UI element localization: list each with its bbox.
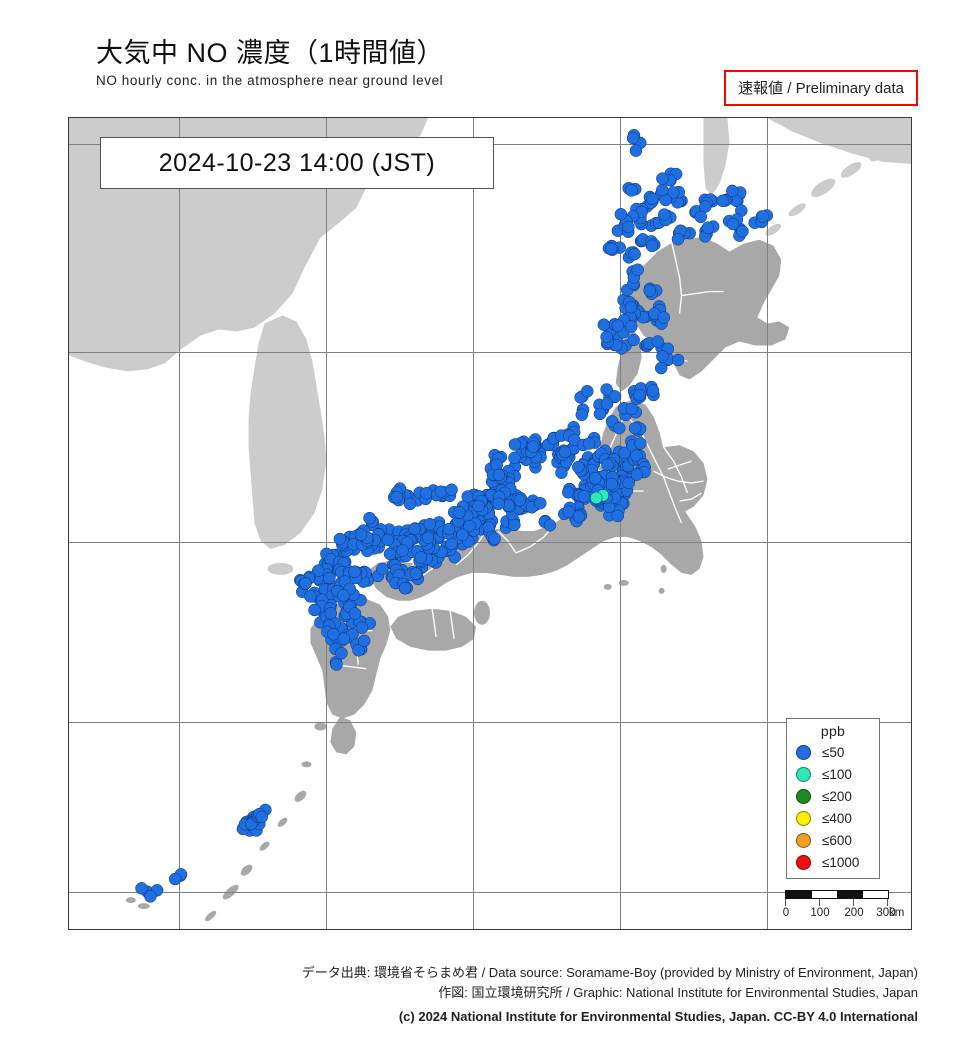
scale-label: 300 (876, 907, 896, 919)
timestamp-box: 2024-10-23 14:00 (JST) (100, 137, 494, 189)
gridline-145E (767, 118, 768, 929)
legend-color-swatch-icon (796, 766, 811, 782)
scale-bar-ticks (785, 899, 889, 906)
preliminary-data-badge: 速報値 / Preliminary data (724, 70, 918, 106)
gridline-25N (69, 892, 911, 893)
legend-color-swatch-icon (796, 810, 811, 826)
legend-item: ≤50 (787, 741, 879, 763)
title-block: 大気中 NO 濃度（1時間値） NO hourly conc. in the a… (96, 38, 444, 88)
legend-item: ≤200 (787, 785, 879, 807)
footer-data-source: データ出典: 環境省そらまめ君 / Data source: Soramame-… (301, 965, 918, 980)
legend-item: ≤600 (787, 829, 879, 851)
legend-item-label: ≤1000 (822, 854, 860, 870)
legend-item-label: ≤200 (822, 788, 852, 804)
observation-points-layer (135, 129, 774, 903)
footer-copyright: (c) 2024 National Institute for Environm… (398, 1009, 918, 1025)
gridline-125E (179, 118, 180, 929)
legend-color-swatch-icon (796, 832, 811, 848)
scale-bar: 0 100 200 300 km (782, 890, 905, 921)
footer-graphic-credit: 作図: 国立環境研究所 / Graphic: National Institut… (438, 985, 918, 1001)
legend: ppb ≤50 ≤100 ≤200 ≤400 ≤600 ≤1000 (786, 718, 880, 879)
legend-item-label: ≤400 (822, 810, 852, 826)
gridline-140E (620, 118, 621, 929)
scale-bar-graphic (785, 890, 889, 899)
scale-label: 100 (810, 907, 830, 919)
scale-label: 200 (844, 907, 864, 919)
scale-bar-labels: 0 100 200 300 km (782, 907, 905, 921)
map-plot-area[interactable]: 125°E 130°E 135°E 140°E 145°E 45°N 40°N … (68, 117, 912, 930)
legend-title: ppb (820, 723, 846, 739)
page-subtitle: NO hourly conc. in the atmosphere near g… (96, 73, 444, 89)
legend-item-label: ≤100 (822, 766, 852, 782)
scale-unit-label: km (889, 907, 905, 919)
legend-item-label: ≤600 (822, 832, 852, 848)
legend-item: ≤1000 (787, 851, 879, 873)
legend-color-swatch-icon (796, 854, 811, 870)
legend-item: ≤100 (787, 763, 879, 785)
map-canvas (69, 118, 911, 929)
footer: データ出典: 環境省そらまめ君 / Data source: Soramame-… (302, 963, 918, 1027)
gridline-30N (69, 722, 911, 723)
legend-item-label: ≤50 (822, 744, 845, 760)
scale-label: 0 (782, 907, 790, 919)
page-title: 大気中 NO 濃度（1時間値） (96, 38, 445, 68)
legend-color-swatch-icon (796, 744, 811, 760)
legend-color-swatch-icon (796, 788, 811, 804)
gridline-40N (69, 352, 911, 353)
gridline-130E (326, 118, 327, 929)
legend-item: ≤400 (787, 807, 879, 829)
